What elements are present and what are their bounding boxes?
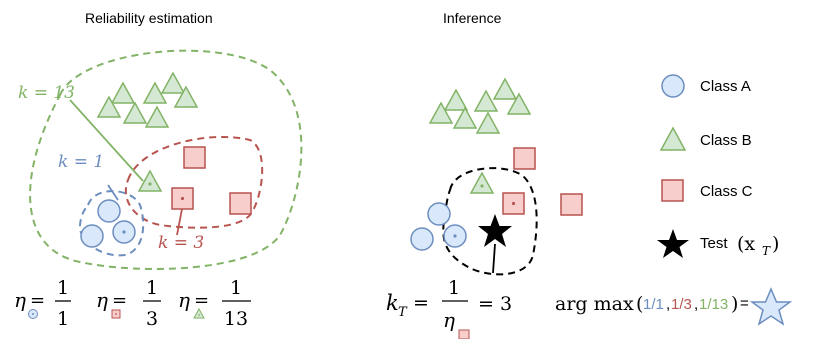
- svg-text:η: η: [178, 288, 190, 312]
- k1-label: k = 1: [58, 152, 104, 172]
- k13-label: k = 13: [18, 83, 75, 103]
- svg-text:η: η: [96, 288, 108, 312]
- neighbor-triangle-right-dot: [480, 184, 484, 188]
- query-square-left-dot: [180, 196, 185, 201]
- eta-triangle-formula: η = 1 13: [178, 277, 251, 330]
- svg-text:1/1: 1/1: [643, 296, 664, 313]
- query-circle-left-dot: [122, 230, 126, 234]
- svg-text:): ): [731, 293, 738, 315]
- eta-triangle-num: 1: [230, 277, 242, 299]
- eta-circle-num: 1: [57, 277, 69, 299]
- svg-text:=: =: [413, 292, 429, 314]
- test-radius-line: [492, 243, 496, 274]
- left-panel-title: Reliability estimation: [85, 10, 213, 26]
- neighbor-square-right-dot: [511, 201, 516, 206]
- eta-circle-formula: η = 1 1: [14, 277, 71, 330]
- svg-text:,: ,: [666, 296, 670, 313]
- k13-neighborhood-boundary: [29, 49, 303, 270]
- class-b-cluster-left: [96, 71, 199, 128]
- eta-triangle-den: 13: [224, 308, 248, 330]
- svg-text:arg max: arg max: [555, 293, 634, 315]
- class-a-circles-left: [80, 199, 121, 248]
- eta-square-num: 1: [146, 277, 158, 299]
- class-a-circles-right: [410, 202, 451, 251]
- svg-text:η: η: [443, 308, 455, 332]
- svg-text:1/3: 1/3: [671, 296, 692, 313]
- query-triangle-left-dot: [148, 182, 152, 186]
- k3-radius-line: [176, 208, 183, 236]
- class-b-cluster-right: [428, 77, 532, 134]
- test-star: [478, 214, 512, 247]
- svg-text:(: (: [636, 293, 643, 315]
- svg-text:T: T: [762, 244, 771, 258]
- k1-neighborhood-boundary: [78, 190, 145, 257]
- k1-radius-line: [107, 184, 119, 201]
- query-triangle-left: [137, 169, 163, 192]
- svg-text:=: =: [740, 295, 749, 312]
- class-c-squares-left: [183, 146, 252, 215]
- svg-text:η: η: [14, 288, 26, 312]
- svg-text:=: =: [30, 290, 45, 311]
- svg-text:): ): [772, 233, 779, 255]
- legend-class-a-icon: [661, 74, 685, 98]
- svg-text:k: k: [386, 291, 399, 315]
- svg-text:,: ,: [694, 296, 698, 313]
- argmax-result-star-icon: [749, 287, 793, 326]
- svg-text:=: =: [112, 290, 127, 311]
- test-neighborhood-boundary: [442, 167, 538, 276]
- svg-text:T: T: [398, 305, 408, 320]
- class-c-squares-right: [513, 147, 583, 216]
- neighbor-circle-right-dot: [453, 234, 457, 238]
- k3-label: k = 3: [158, 233, 204, 253]
- svg-text:1/13: 1/13: [699, 296, 728, 313]
- legend-class-b-icon: [659, 126, 687, 151]
- k3-neighborhood-boundary: [124, 136, 264, 229]
- legend-class-b-label: Class B: [700, 132, 752, 149]
- svg-text:1: 1: [448, 277, 460, 299]
- legend-test-label: Test: [700, 235, 728, 252]
- kt-formula: k T = 1 η = 3: [386, 277, 512, 339]
- eta-circle-den: 1: [57, 308, 69, 330]
- argmax-formula: arg max ( 1/1 , 1/3 , 1/13 ) =: [555, 287, 793, 326]
- svg-text:= 3: = 3: [478, 293, 512, 315]
- svg-text:(x: (x: [737, 233, 755, 255]
- right-panel-title: Inference: [443, 10, 502, 26]
- eta-square-formula: η = 1 3: [96, 277, 161, 330]
- neighbor-triangle-right: [469, 171, 495, 194]
- svg-text:=: =: [194, 290, 209, 311]
- legend-class-a-label: Class A: [700, 78, 751, 95]
- legend-class-c-label: Class C: [700, 183, 753, 200]
- eta-square-den: 3: [146, 308, 158, 330]
- legend: Class A Class B Class C Test (x T ): [657, 74, 779, 258]
- legend-test-star-icon: [657, 229, 689, 258]
- k13-radius-line: [69, 99, 144, 182]
- legend-class-c-icon: [661, 179, 684, 202]
